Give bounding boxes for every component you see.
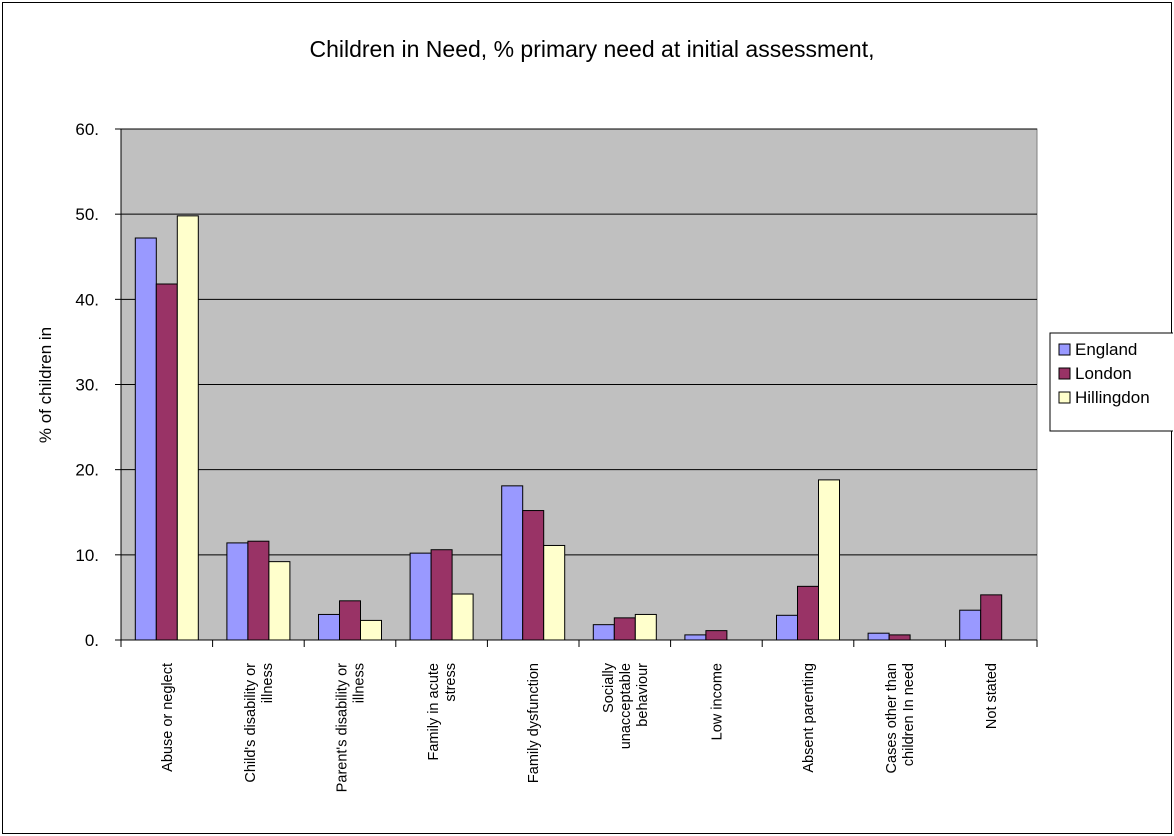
bar-london xyxy=(430,549,453,641)
bar-london xyxy=(980,594,1003,641)
bar-england xyxy=(318,613,340,641)
bar-london xyxy=(247,540,270,641)
legend-label-england: England xyxy=(1075,340,1137,359)
x-category-label: children In need xyxy=(901,663,917,766)
y-tick-label: 50. xyxy=(75,205,99,224)
x-category-label: Abuse or neglect xyxy=(160,663,176,772)
x-category-label: Not stated xyxy=(984,663,1000,729)
x-category-label: Socially xyxy=(601,662,617,713)
x-category-label: Low income xyxy=(709,663,725,740)
bar-england xyxy=(776,614,798,641)
gridlines xyxy=(121,128,1037,556)
y-tick-label: 40. xyxy=(75,290,99,309)
y-tick-label: 10. xyxy=(75,546,99,565)
bars xyxy=(134,215,1003,641)
legend-label-london: London xyxy=(1075,364,1132,383)
x-category-labels: Abuse or neglect Child's disability or ill… xyxy=(160,662,1000,792)
x-category-label: illness xyxy=(260,663,276,703)
legend-swatch-london xyxy=(1058,367,1071,380)
x-category-label: behaviour xyxy=(635,663,651,727)
y-tick-label: 0. xyxy=(85,631,99,650)
bar-hillingdon xyxy=(268,561,291,641)
x-category-label: Cases other than xyxy=(884,663,900,773)
bar-hillingdon xyxy=(451,593,474,641)
bar-london xyxy=(797,585,819,641)
x-category-label: Absent parenting xyxy=(801,663,817,773)
bar-hillingdon xyxy=(818,479,840,641)
bar-england xyxy=(226,542,249,641)
bar-england xyxy=(867,632,890,641)
x-category-label: illness xyxy=(352,663,368,703)
bar-england xyxy=(684,634,707,641)
axes xyxy=(115,128,1038,647)
y-tick-labels: 0. 10. 20. 30. 40. 50. 60. xyxy=(75,120,99,650)
x-category-label: Parent's disability or xyxy=(335,663,351,792)
y-tick-label: 20. xyxy=(75,461,99,480)
chart-title: Children in Need, % primary need at init… xyxy=(309,36,874,62)
bar-hillingdon xyxy=(634,613,657,641)
bar-hillingdon xyxy=(176,215,199,641)
bar-london xyxy=(888,634,911,641)
x-category-label: Family dysfunction xyxy=(526,663,542,783)
x-category-label: Family in acute xyxy=(426,663,442,761)
y-tick-label: 30. xyxy=(75,376,99,395)
x-category-label: Child's disability or xyxy=(243,663,259,783)
bar-london xyxy=(705,630,728,641)
bar-england xyxy=(959,609,982,641)
x-category-label: stress xyxy=(443,663,459,702)
bar-london xyxy=(155,283,178,641)
bar-london xyxy=(339,600,361,641)
bar-london xyxy=(613,617,636,641)
bar-hillingdon xyxy=(543,544,566,641)
bar-england xyxy=(592,624,615,641)
legend: England London Hillingdon xyxy=(1049,332,1173,432)
legend-label-hillingdon: Hillingdon xyxy=(1075,388,1150,407)
chart: Children in Need, % primary need at init… xyxy=(36,36,1173,792)
bar-england xyxy=(409,552,432,641)
bar-england xyxy=(501,485,524,641)
x-category-label: unacceptable xyxy=(618,663,634,749)
bar-hillingdon xyxy=(360,619,382,641)
legend-swatch-hillingdon xyxy=(1058,391,1071,404)
y-tick-label: 60. xyxy=(75,120,99,139)
y-axis-label: % of children in xyxy=(36,327,55,443)
bar-england xyxy=(134,237,157,641)
legend-swatch-england xyxy=(1058,343,1071,356)
bar-london xyxy=(522,510,545,641)
